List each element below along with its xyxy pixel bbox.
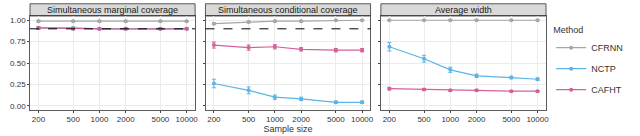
svg-text:CAFHT: CAFHT bbox=[591, 85, 621, 95]
svg-text:5000: 5000 bbox=[502, 115, 520, 124]
svg-text:0.25: 0.25 bbox=[10, 80, 26, 89]
svg-text:10000: 10000 bbox=[176, 115, 199, 124]
svg-text:1.00: 1.00 bbox=[10, 16, 26, 25]
svg-text:5000: 5000 bbox=[152, 115, 170, 124]
svg-text:Average width: Average width bbox=[435, 5, 492, 15]
svg-text:500: 500 bbox=[66, 115, 80, 124]
svg-text:CFRNN: CFRNN bbox=[591, 43, 623, 53]
svg-text:1000: 1000 bbox=[441, 115, 459, 124]
svg-text:2000: 2000 bbox=[292, 115, 310, 124]
svg-text:500: 500 bbox=[417, 115, 431, 124]
svg-text:1000: 1000 bbox=[266, 115, 284, 124]
svg-text:5000: 5000 bbox=[327, 115, 345, 124]
svg-text:Method: Method bbox=[553, 25, 583, 35]
svg-text:500: 500 bbox=[242, 115, 256, 124]
svg-text:200: 200 bbox=[383, 115, 397, 124]
svg-text:1000: 1000 bbox=[91, 115, 109, 124]
svg-text:2000: 2000 bbox=[468, 115, 486, 124]
svg-text:10000: 10000 bbox=[351, 115, 374, 124]
svg-text:Simultaneous marginal coverage: Simultaneous marginal coverage bbox=[47, 5, 178, 15]
svg-text:Simultaneous conditional cover: Simultaneous conditional coverage bbox=[218, 5, 358, 15]
svg-text:10000: 10000 bbox=[526, 115, 549, 124]
svg-text:0.50: 0.50 bbox=[10, 59, 26, 68]
svg-text:200: 200 bbox=[32, 115, 46, 124]
svg-text:200: 200 bbox=[207, 115, 221, 124]
svg-text:Sample size: Sample size bbox=[263, 124, 312, 134]
svg-text:2000: 2000 bbox=[117, 115, 135, 124]
svg-text:0.00: 0.00 bbox=[10, 102, 26, 111]
svg-text:NCTP: NCTP bbox=[591, 64, 616, 74]
svg-text:0.75: 0.75 bbox=[10, 37, 26, 46]
